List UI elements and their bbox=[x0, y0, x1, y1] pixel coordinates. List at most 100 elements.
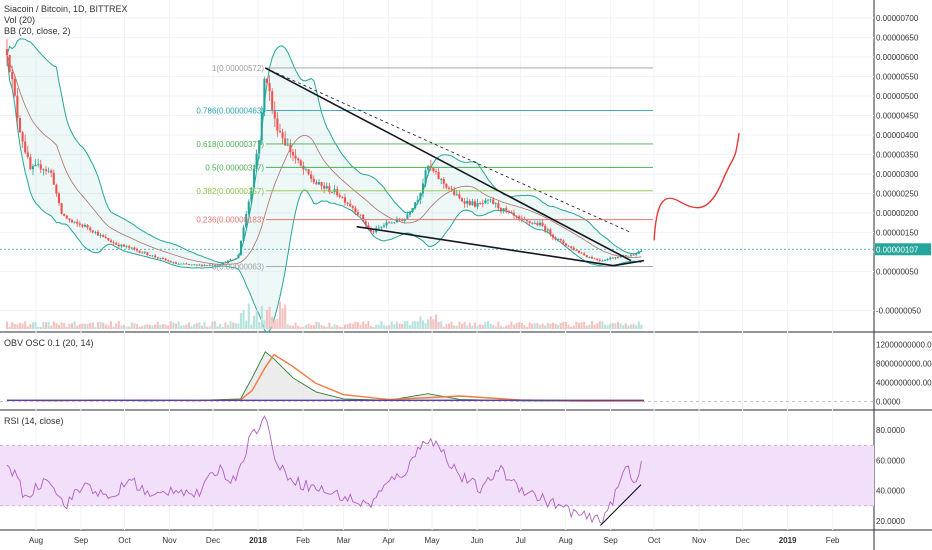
candle bbox=[606, 258, 609, 261]
candle bbox=[5, 49, 9, 56]
volume-bar bbox=[109, 321, 113, 329]
volume-bar bbox=[460, 323, 464, 329]
candle bbox=[284, 138, 287, 146]
candle bbox=[354, 208, 357, 213]
x-tick-label: Mar bbox=[337, 536, 351, 545]
candle bbox=[494, 203, 497, 205]
volume-bar bbox=[466, 325, 469, 329]
volume-bar bbox=[265, 309, 269, 329]
volume-bar bbox=[455, 325, 458, 329]
volume-bar bbox=[258, 322, 261, 329]
candle bbox=[590, 256, 594, 259]
candle bbox=[268, 83, 271, 92]
candle bbox=[343, 197, 347, 203]
candle bbox=[128, 246, 131, 248]
x-tick-label: 2019 bbox=[779, 536, 797, 545]
volume-bar bbox=[65, 326, 68, 329]
volume-bar bbox=[632, 323, 635, 329]
volume-bar bbox=[411, 321, 414, 329]
candle bbox=[37, 164, 40, 166]
volume-bar bbox=[429, 316, 432, 329]
volume-bar bbox=[528, 322, 531, 329]
volume-bar bbox=[492, 324, 495, 329]
volume-bar bbox=[585, 325, 588, 329]
volume-bar bbox=[5, 321, 9, 329]
volume-bar bbox=[289, 325, 292, 329]
candle bbox=[245, 214, 248, 228]
obv-pane[interactable] bbox=[0, 351, 874, 402]
price-pane[interactable] bbox=[5, 38, 643, 334]
volume-bar bbox=[549, 323, 552, 329]
candle bbox=[216, 265, 219, 266]
candle bbox=[211, 264, 214, 266]
candle bbox=[546, 229, 549, 231]
x-tick-label: Apr bbox=[382, 536, 395, 545]
candle bbox=[263, 78, 266, 113]
candle bbox=[377, 227, 380, 229]
candle bbox=[273, 109, 276, 119]
volume-bar bbox=[39, 326, 42, 329]
current-price-label: 0.00000107 bbox=[876, 245, 919, 254]
fib-label: 0.618(0.00000377) bbox=[196, 140, 264, 149]
candle bbox=[120, 244, 123, 247]
candle bbox=[559, 239, 562, 241]
volume-bar bbox=[234, 323, 237, 329]
volume-bar bbox=[505, 325, 508, 329]
candle bbox=[86, 225, 89, 228]
volume-bar bbox=[99, 321, 102, 329]
volume-bar bbox=[471, 325, 474, 329]
volume-bar bbox=[146, 324, 149, 329]
volume-bar bbox=[180, 325, 183, 329]
candle bbox=[502, 208, 505, 211]
candle bbox=[187, 264, 191, 265]
volume-bar bbox=[450, 321, 453, 329]
candle bbox=[89, 227, 92, 231]
volume-bar bbox=[640, 324, 643, 329]
candle bbox=[182, 263, 185, 265]
fib-label: 0.382(0.00000257) bbox=[196, 187, 264, 196]
y-tick-label: 0.00000550 bbox=[876, 73, 919, 82]
x-tick-label: Nov bbox=[692, 536, 706, 545]
volume-bar bbox=[60, 322, 63, 329]
candle bbox=[125, 246, 128, 248]
candle bbox=[198, 264, 201, 266]
candle bbox=[616, 257, 620, 259]
candle bbox=[39, 164, 42, 170]
drawings[interactable]: 1(0.00000572) 0.786(0.00000463) 0.618(0.00… bbox=[196, 64, 740, 526]
candle bbox=[564, 243, 568, 246]
x-tick-label: Jun bbox=[471, 536, 484, 545]
volume-bar bbox=[328, 322, 331, 329]
candle bbox=[364, 221, 367, 226]
volume-bar bbox=[512, 324, 516, 329]
support-trendline bbox=[356, 225, 614, 267]
candle bbox=[367, 225, 370, 229]
candle bbox=[219, 264, 222, 266]
volume-bar bbox=[195, 323, 198, 329]
rsi-pane[interactable] bbox=[0, 415, 874, 525]
volume-bar bbox=[567, 324, 570, 329]
candle bbox=[411, 208, 414, 213]
volume-bar bbox=[304, 324, 308, 329]
volume-bar bbox=[541, 323, 544, 329]
current-price-badge bbox=[875, 243, 931, 256]
volume-bar bbox=[128, 326, 131, 329]
y-tick-label: 0.00000350 bbox=[876, 151, 919, 160]
volume-bar bbox=[73, 321, 76, 329]
candle bbox=[551, 234, 555, 238]
candle bbox=[151, 255, 154, 257]
volume-bar bbox=[588, 324, 591, 329]
bb-label: BB (20, close, 2) bbox=[4, 26, 71, 36]
rsi-tick-label: 20.0000 bbox=[876, 517, 905, 526]
support-trendline-2 bbox=[613, 259, 645, 267]
rsi-legend: RSI (14, close) bbox=[4, 416, 64, 427]
candle bbox=[99, 234, 102, 236]
volume-bar bbox=[11, 321, 14, 329]
volume-bar bbox=[78, 324, 81, 329]
candle bbox=[336, 189, 339, 196]
volume-bar bbox=[468, 322, 471, 329]
volume-bar bbox=[83, 323, 87, 329]
fib-label: 1(0.00000572) bbox=[212, 64, 264, 73]
candle bbox=[16, 95, 19, 119]
candle bbox=[18, 118, 22, 133]
